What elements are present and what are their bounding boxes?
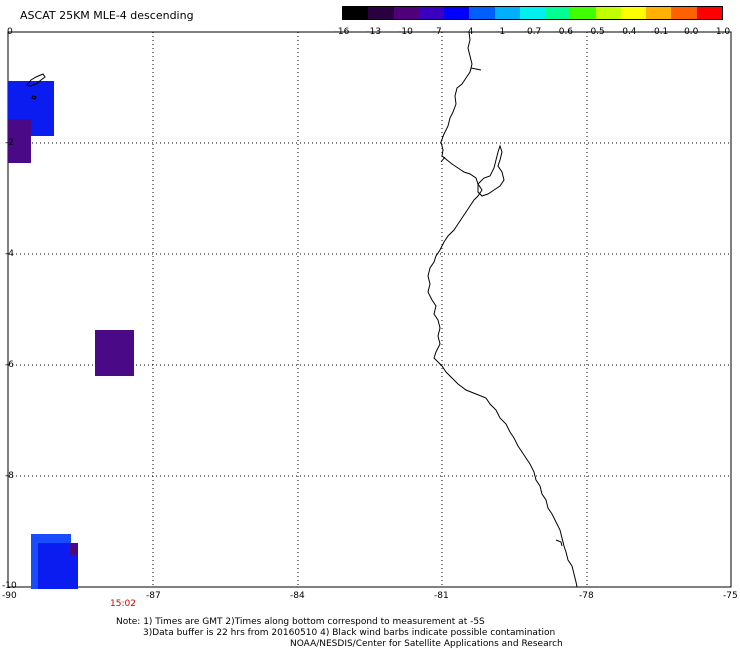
island-outlines [26, 73, 46, 100]
map-title: ASCAT 25KM MLE-4 descending [20, 9, 194, 22]
color-swatch [646, 7, 672, 19]
color-swatch [418, 7, 445, 19]
color-swatch [393, 7, 419, 19]
y-tick-label-5: -10 [2, 581, 17, 591]
y-tick-label-3: -6 [5, 360, 14, 370]
note-line-1: Note: 1) Times are GMT 2)Times along bot… [116, 617, 485, 627]
y-tick-label-0: 0 [7, 27, 13, 37]
y-tick-label-2: -4 [5, 249, 14, 259]
color-swatch [620, 7, 647, 19]
island-outline-2 [31, 95, 37, 100]
x-tick-label-5: -75 [723, 591, 738, 601]
x-tick-label-4: -78 [579, 591, 594, 601]
color-swatch [671, 7, 697, 19]
color-swatch [444, 7, 470, 19]
island-outline-1 [26, 73, 46, 87]
x-tick-label-0: -90 [2, 591, 17, 601]
x-tick-label-2: -84 [290, 591, 305, 601]
color-swatch [545, 7, 571, 19]
x-tick-label-1: -87 [146, 591, 161, 601]
swath-purple-top [8, 119, 31, 163]
note-line-3: NOAA/NESDIS/Center for Satellite Applica… [290, 639, 563, 649]
x-tick-label-3: -81 [434, 591, 449, 601]
swath-time-label: 15:02 [110, 599, 136, 609]
color-scale-bar [342, 6, 723, 20]
y-tick-label-4: -8 [5, 471, 14, 481]
color-swatch [469, 7, 495, 19]
note-line-2: 3)Data buffer is 22 hrs from 20160510 4)… [143, 628, 556, 638]
data-swaths [8, 81, 134, 589]
swath-purple-mid [95, 330, 134, 376]
swath-purple-bottom [70, 543, 78, 555]
color-swatch [595, 7, 621, 19]
color-swatch [519, 7, 546, 19]
grid-lines [8, 32, 731, 587]
bay-outline [440, 67, 563, 547]
color-swatch [494, 7, 520, 19]
color-swatch [570, 7, 596, 19]
coastline [427, 31, 578, 588]
y-tick-label-1: -2 [5, 138, 14, 148]
color-swatch [343, 7, 369, 19]
color-swatch [696, 7, 722, 19]
plot-frame [7, 31, 732, 588]
color-swatch [368, 7, 394, 19]
